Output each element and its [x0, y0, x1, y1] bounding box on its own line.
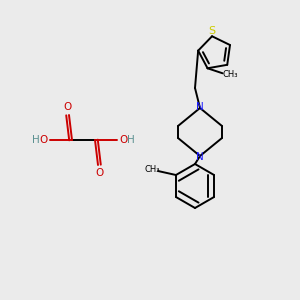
Text: S: S — [208, 26, 216, 36]
Text: N: N — [196, 152, 204, 162]
Text: H: H — [32, 135, 40, 145]
Text: CH₃: CH₃ — [223, 70, 238, 79]
Text: O: O — [64, 102, 72, 112]
Text: CH₃: CH₃ — [144, 166, 160, 175]
Text: N: N — [196, 102, 204, 112]
Text: H: H — [127, 135, 135, 145]
Text: O: O — [120, 135, 128, 145]
Text: O: O — [95, 168, 103, 178]
Text: O: O — [39, 135, 47, 145]
